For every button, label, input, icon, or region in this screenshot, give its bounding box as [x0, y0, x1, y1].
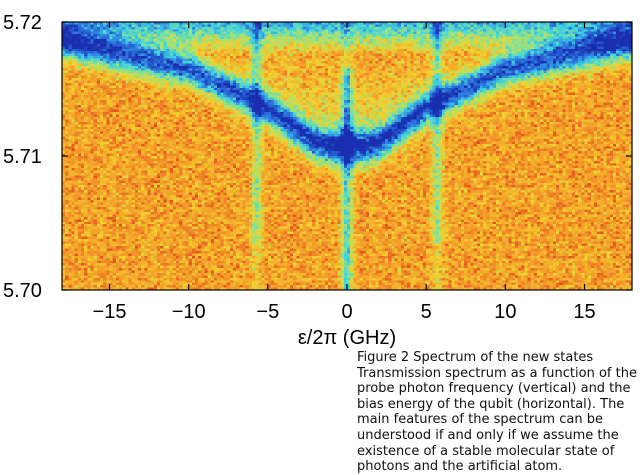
x-axis-label: ε/2π (GHz): [298, 327, 396, 348]
caption-title: Figure 2 Spectrum of the new states: [357, 350, 594, 365]
figure-caption: Figure 2 Spectrum of the new states Tran…: [357, 350, 637, 475]
x-tick-label: −5: [256, 301, 279, 323]
y-tick-label: 5.70: [3, 280, 42, 302]
x-tick-label: −15: [93, 301, 127, 323]
x-tick-label: 10: [494, 301, 516, 323]
x-tick-label: 0: [341, 301, 352, 323]
x-tick-label: −10: [172, 301, 206, 323]
y-tick-label: 5.71: [3, 146, 42, 168]
spectrum-figure: −15 −10 −5 0 5 10 15 5.70 5.71 5.72 ε/2π (GHz): [3, 12, 633, 348]
y-tick-label: 5.72: [3, 12, 42, 34]
x-tick-label: 15: [573, 301, 595, 323]
axes: −15 −10 −5 0 5 10 15 5.70 5.71 5.72 ε/2π (GHz): [3, 12, 633, 348]
x-tick-label: 5: [421, 301, 432, 323]
caption-body: Transmission spectrum as a function of t…: [357, 365, 637, 475]
heatmap-image: [62, 22, 632, 290]
plot-area: [62, 22, 632, 290]
